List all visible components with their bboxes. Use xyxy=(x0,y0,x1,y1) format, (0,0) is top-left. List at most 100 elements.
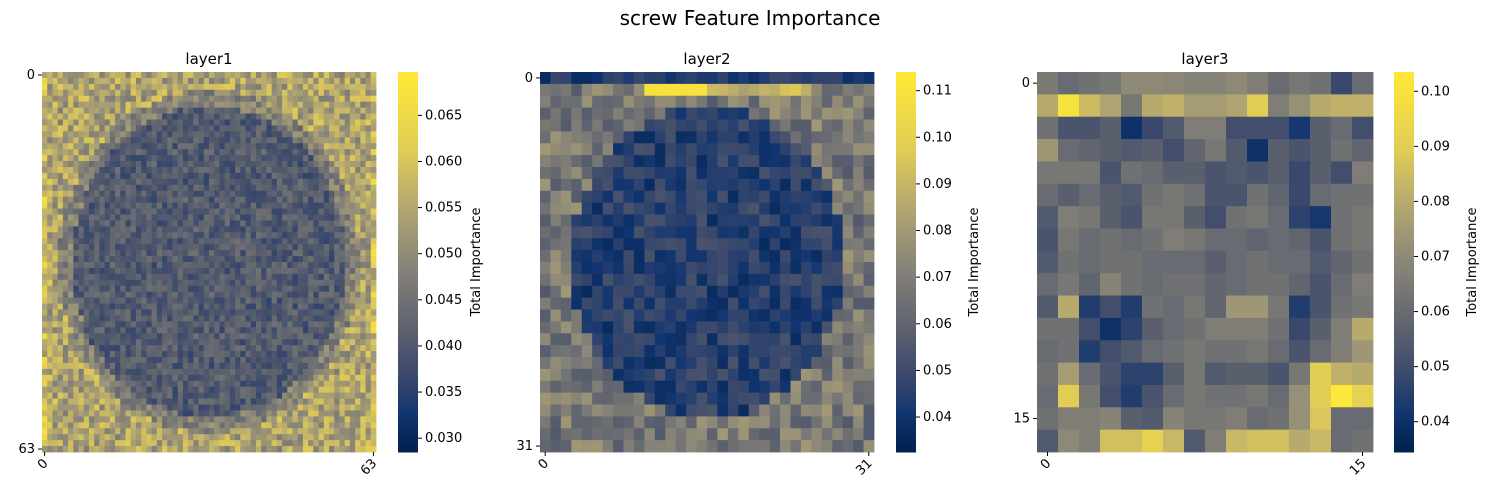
heatmap-cell xyxy=(282,440,288,447)
heatmap-cell xyxy=(748,72,760,85)
heatmap-cell xyxy=(203,374,210,382)
heatmap-cell xyxy=(240,279,246,287)
heatmap-cell xyxy=(308,119,314,126)
heatmap-cell xyxy=(162,202,168,209)
heatmap-cell xyxy=(297,226,304,233)
heatmap-cell xyxy=(250,309,257,316)
heatmap-cell xyxy=(292,428,299,435)
heatmap-cell xyxy=(104,226,111,233)
heatmap-cell xyxy=(94,196,100,204)
heatmap-cell xyxy=(297,446,304,453)
heatmap-cell xyxy=(266,428,273,435)
heatmap-cell xyxy=(297,416,304,423)
heatmap-cell xyxy=(151,404,158,411)
heatmap-cell xyxy=(57,238,64,245)
y-tick-label: 0 xyxy=(27,68,35,83)
heatmap-cell xyxy=(355,190,361,198)
heatmap-cell xyxy=(151,155,158,162)
heatmap-cell xyxy=(370,404,377,411)
heatmap-cell xyxy=(334,83,340,91)
heatmap-cell xyxy=(47,380,53,388)
heatmap-cell xyxy=(581,297,593,310)
heatmap-cell xyxy=(790,167,802,180)
heatmap-cell xyxy=(360,238,366,245)
heatmap-cell xyxy=(727,214,739,227)
heatmap-cell xyxy=(261,95,267,103)
heatmap-cell xyxy=(172,392,179,399)
heatmap-cell xyxy=(177,351,184,358)
heatmap-cell xyxy=(302,77,309,85)
heatmap-cell xyxy=(141,333,147,340)
heatmap-cell xyxy=(349,434,356,441)
heatmap-cell xyxy=(151,262,158,269)
heatmap-cell xyxy=(73,285,79,293)
heatmap-cell xyxy=(370,315,377,322)
heatmap-cell xyxy=(344,238,351,245)
heatmap-cell xyxy=(717,238,729,251)
colorbar-segment xyxy=(398,296,418,301)
heatmap-cell xyxy=(42,315,48,322)
heatmap-cell xyxy=(727,238,739,251)
heatmap-cell xyxy=(853,250,864,263)
heatmap-cell xyxy=(203,190,210,198)
heatmap-cell xyxy=(177,357,184,364)
heatmap-cell xyxy=(42,244,48,251)
heatmap-cell xyxy=(141,386,147,394)
heatmap-cell xyxy=(344,303,351,310)
heatmap-cell xyxy=(99,297,106,304)
heatmap-cell xyxy=(94,410,100,417)
heatmap-cell xyxy=(334,327,340,334)
heatmap-cell xyxy=(261,149,267,156)
heatmap-cell xyxy=(365,267,372,275)
heatmap-cell xyxy=(47,149,53,156)
heatmap-cell xyxy=(282,422,288,429)
heatmap-cell xyxy=(370,89,377,97)
heatmap-cell xyxy=(162,107,168,114)
heatmap-cell xyxy=(318,149,325,156)
heatmap-cell xyxy=(696,72,708,85)
heatmap-cell xyxy=(146,392,152,399)
heatmap-cell xyxy=(266,267,273,275)
heatmap-cell xyxy=(135,345,142,352)
heatmap-cell xyxy=(654,119,666,132)
heatmap-cell xyxy=(355,95,361,103)
heatmap-cell xyxy=(339,244,346,251)
colorbar-segment xyxy=(398,91,418,95)
heatmap-cell xyxy=(292,362,299,370)
heatmap-cell xyxy=(88,220,95,227)
heatmap-cell xyxy=(120,339,126,346)
heatmap-cell xyxy=(287,291,293,299)
heatmap-cell xyxy=(193,339,199,346)
heatmap-cell xyxy=(235,416,241,423)
heatmap-cell xyxy=(790,143,802,156)
heatmap-cell xyxy=(130,262,137,269)
heatmap-cell xyxy=(271,351,278,358)
heatmap-cell xyxy=(135,202,142,209)
heatmap-cell xyxy=(355,315,361,322)
heatmap-cell xyxy=(602,131,614,144)
heatmap-cell xyxy=(675,297,687,310)
heatmap-cell xyxy=(224,368,231,376)
colorbar-segment xyxy=(398,135,418,139)
heatmap-cell xyxy=(193,386,199,394)
heatmap-cell xyxy=(842,202,854,215)
heatmap-cell xyxy=(769,214,781,227)
heatmap-cell xyxy=(182,327,189,334)
heatmap-cell xyxy=(193,362,199,370)
heatmap-cell xyxy=(334,113,340,120)
heatmap-cell xyxy=(308,327,314,334)
heatmap-cell xyxy=(52,208,59,215)
heatmap-cell xyxy=(177,95,184,103)
heatmap-cell xyxy=(360,256,366,263)
heatmap-cell xyxy=(255,262,262,269)
heatmap-cell xyxy=(370,167,377,174)
heatmap-cell xyxy=(287,131,293,138)
heatmap-cell xyxy=(151,119,158,126)
heatmap-cell xyxy=(52,107,59,114)
heatmap-cell xyxy=(130,303,137,310)
heatmap-cell xyxy=(151,101,158,109)
heatmap-cell xyxy=(193,238,199,245)
heatmap-cell xyxy=(47,143,53,150)
heatmap-cell xyxy=(172,404,179,411)
heatmap-cell xyxy=(240,404,246,411)
